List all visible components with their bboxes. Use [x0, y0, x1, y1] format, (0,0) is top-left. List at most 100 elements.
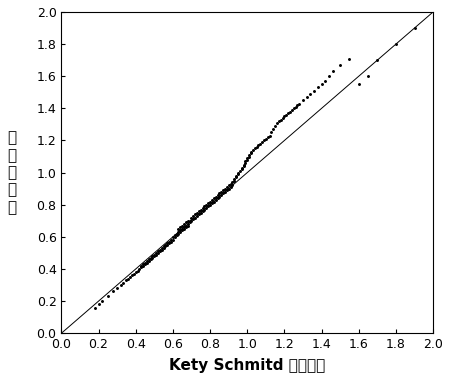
Point: [223, 187, 230, 193]
Point: [210, 198, 217, 204]
Point: [227, 184, 234, 190]
Point: [179, 226, 186, 232]
Point: [242, 158, 249, 165]
Point: [173, 231, 180, 237]
Point: [218, 192, 225, 198]
Point: [173, 232, 180, 238]
Point: [208, 197, 216, 203]
Point: [153, 250, 160, 256]
Point: [364, 73, 372, 79]
Point: [179, 223, 186, 229]
Point: [184, 223, 191, 229]
Point: [175, 226, 182, 232]
Point: [186, 219, 193, 225]
Point: [231, 177, 238, 184]
Point: [201, 206, 208, 212]
Point: [177, 229, 184, 235]
Point: [208, 200, 216, 206]
Point: [141, 260, 149, 266]
Point: [140, 261, 147, 267]
Point: [195, 211, 203, 217]
Point: [169, 237, 176, 243]
Point: [325, 73, 333, 79]
Point: [264, 134, 271, 140]
Point: [197, 210, 204, 216]
Point: [188, 218, 195, 224]
Point: [164, 240, 171, 246]
Point: [145, 256, 153, 262]
Point: [286, 109, 293, 115]
Point: [140, 263, 147, 269]
Point: [214, 195, 221, 201]
Point: [136, 266, 143, 272]
Point: [322, 78, 329, 84]
Point: [186, 218, 193, 224]
Point: [158, 245, 165, 251]
Point: [229, 179, 236, 185]
Point: [104, 293, 112, 299]
Point: [229, 182, 236, 188]
Point: [201, 203, 208, 209]
Point: [128, 272, 135, 279]
Point: [190, 216, 197, 222]
Point: [147, 255, 154, 261]
Point: [262, 136, 270, 142]
Point: [274, 120, 281, 126]
Point: [210, 195, 217, 201]
Point: [110, 288, 117, 294]
Point: [243, 155, 251, 161]
Point: [255, 142, 262, 148]
Point: [147, 256, 154, 262]
Point: [158, 247, 165, 253]
Point: [167, 237, 175, 243]
Point: [290, 105, 297, 111]
Point: [299, 97, 306, 103]
Point: [171, 234, 178, 240]
Point: [221, 185, 229, 192]
Point: [143, 258, 150, 264]
Point: [195, 208, 203, 214]
Point: [392, 41, 400, 47]
Point: [192, 215, 199, 221]
Point: [125, 276, 132, 282]
Point: [223, 184, 230, 190]
Point: [329, 68, 336, 74]
Point: [207, 202, 214, 208]
Point: [205, 200, 212, 206]
Point: [151, 253, 158, 259]
Point: [162, 244, 169, 250]
Point: [197, 206, 204, 212]
X-axis label: Kety Schmitd 单室模型: Kety Schmitd 单室模型: [169, 358, 325, 373]
Point: [151, 252, 158, 258]
Point: [192, 211, 199, 217]
Point: [132, 269, 140, 275]
Point: [203, 202, 210, 208]
Point: [179, 227, 186, 233]
Point: [143, 260, 150, 266]
Point: [194, 213, 201, 219]
Point: [184, 221, 191, 227]
Point: [99, 298, 106, 304]
Point: [221, 189, 229, 195]
Point: [177, 227, 184, 233]
Point: [225, 182, 232, 188]
Point: [113, 285, 121, 291]
Point: [294, 102, 301, 108]
Point: [288, 107, 296, 113]
Point: [194, 210, 201, 216]
Point: [238, 165, 245, 171]
Point: [234, 169, 242, 176]
Point: [190, 213, 197, 219]
Point: [180, 226, 188, 232]
Point: [117, 282, 125, 288]
Point: [169, 234, 176, 240]
Point: [314, 84, 321, 90]
Point: [240, 163, 247, 169]
Point: [249, 147, 256, 153]
Point: [182, 224, 189, 230]
Point: [279, 115, 286, 121]
Point: [180, 224, 188, 230]
Point: [119, 280, 126, 287]
Point: [156, 248, 163, 254]
Point: [199, 205, 206, 211]
